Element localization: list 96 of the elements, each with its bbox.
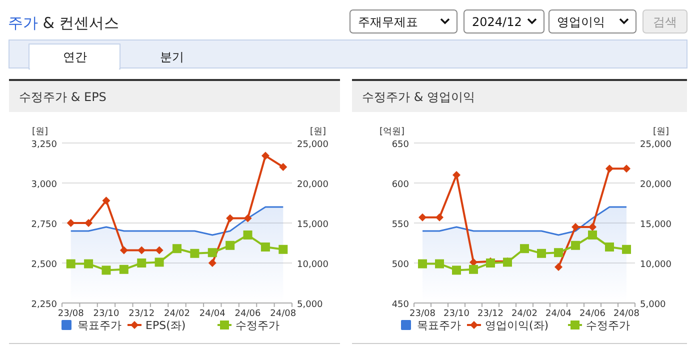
y2-tick-label: 5,000 — [640, 300, 666, 310]
legend-label: 영업이익(좌) — [485, 319, 549, 332]
point — [606, 164, 614, 173]
text: 주가 & 컨센서스 — [8, 14, 120, 32]
point — [469, 264, 478, 274]
point — [172, 244, 182, 254]
point — [102, 196, 110, 205]
point — [138, 246, 146, 254]
point — [84, 219, 93, 227]
y2-tick-label: 20,000 — [640, 180, 672, 190]
y2-tick-label: 15,000 — [640, 220, 672, 230]
point — [588, 223, 596, 231]
point — [66, 259, 76, 268]
point — [66, 219, 75, 227]
point — [452, 171, 460, 179]
point — [435, 259, 444, 268]
y2-tick-label: 10,000 — [297, 260, 329, 270]
point — [260, 242, 270, 252]
y2-tick-label: 20,000 — [297, 180, 329, 190]
x-tick-label: 24/02 — [512, 309, 538, 319]
y-axis-title: [억원] — [379, 127, 405, 137]
y2-tick-label: 25,000 — [297, 140, 329, 150]
text: 2024/12 — [472, 15, 522, 29]
point — [278, 244, 288, 254]
point — [279, 163, 288, 171]
x-tick-label: 23/10 — [93, 309, 120, 319]
point — [84, 259, 94, 268]
point — [208, 248, 217, 258]
y-tick-label: 3,000 — [31, 180, 58, 190]
point — [452, 266, 461, 275]
text: 분기 — [160, 50, 184, 64]
x-tick-label: 24/04 — [546, 309, 572, 319]
text: 영업이익 — [557, 15, 605, 29]
point — [190, 248, 200, 258]
point — [572, 223, 580, 231]
legend-label: 목표주가 — [417, 319, 461, 332]
x-tick-label: 24/06 — [580, 309, 606, 319]
y2-tick-label: 15,000 — [297, 220, 329, 230]
point — [243, 230, 252, 240]
point — [588, 230, 597, 240]
point — [622, 164, 630, 173]
x-tick-label: 24/08 — [614, 309, 640, 319]
y2-tick-label: 25,000 — [640, 140, 672, 150]
point — [418, 213, 426, 222]
legend-label: 수정주가 — [586, 319, 630, 332]
x-tick-label: 23/08 — [410, 309, 436, 319]
y-axis-title: [원] — [32, 127, 48, 137]
point — [119, 264, 128, 274]
text: 연간 — [63, 50, 87, 64]
point — [261, 152, 270, 160]
y-tick-label: 500 — [392, 260, 410, 270]
text: 주재무제표 — [358, 15, 418, 29]
y-tick-label: 3,250 — [31, 140, 58, 150]
point — [436, 213, 444, 222]
point — [554, 248, 563, 258]
legend-label: EPS(좌) — [146, 319, 186, 332]
y-tick-label: 550 — [392, 220, 410, 230]
x-tick-label: 23/12 — [478, 309, 504, 319]
point — [622, 244, 631, 254]
point — [537, 248, 546, 258]
point — [154, 258, 164, 267]
y2-tick-label: 10,000 — [640, 260, 672, 270]
point — [520, 244, 529, 254]
point — [120, 246, 128, 254]
y-tick-label: 2,500 — [31, 260, 58, 270]
text: 검색 — [653, 15, 677, 29]
y-tick-label: 2,250 — [31, 300, 58, 310]
point — [418, 259, 427, 268]
point — [244, 214, 252, 222]
x-tick-label: 24/08 — [270, 309, 296, 319]
y2-axis-title: [원] — [652, 127, 670, 137]
y-tick-label: 2,750 — [31, 220, 58, 230]
point — [554, 263, 562, 271]
x-tick-label: 24/02 — [164, 309, 190, 319]
x-tick-label: 23/10 — [444, 309, 470, 319]
y-tick-label: 650 — [392, 140, 410, 150]
point — [605, 242, 614, 252]
y-tick-label: 450 — [392, 300, 410, 310]
chart-title: 수정주가 & EPS — [19, 90, 106, 104]
y-tick-label: 600 — [392, 180, 410, 190]
legend-label: 수정주가 — [236, 319, 280, 332]
point — [137, 258, 146, 268]
point — [571, 240, 580, 250]
y2-axis-title: [원] — [310, 127, 326, 137]
y2-tick-label: 5,000 — [297, 300, 324, 310]
x-tick-label: 24/04 — [199, 309, 226, 319]
point — [226, 214, 234, 222]
point — [155, 246, 164, 254]
x-tick-label: 23/08 — [58, 309, 84, 319]
point — [102, 266, 111, 275]
x-tick-label: 24/06 — [234, 309, 262, 319]
point — [208, 259, 216, 267]
x-tick-label: 23/12 — [128, 309, 155, 319]
point — [226, 240, 235, 250]
legend-label: 목표주가 — [78, 319, 122, 332]
chart-title: 수정주가 & 영업이익 — [362, 90, 475, 104]
